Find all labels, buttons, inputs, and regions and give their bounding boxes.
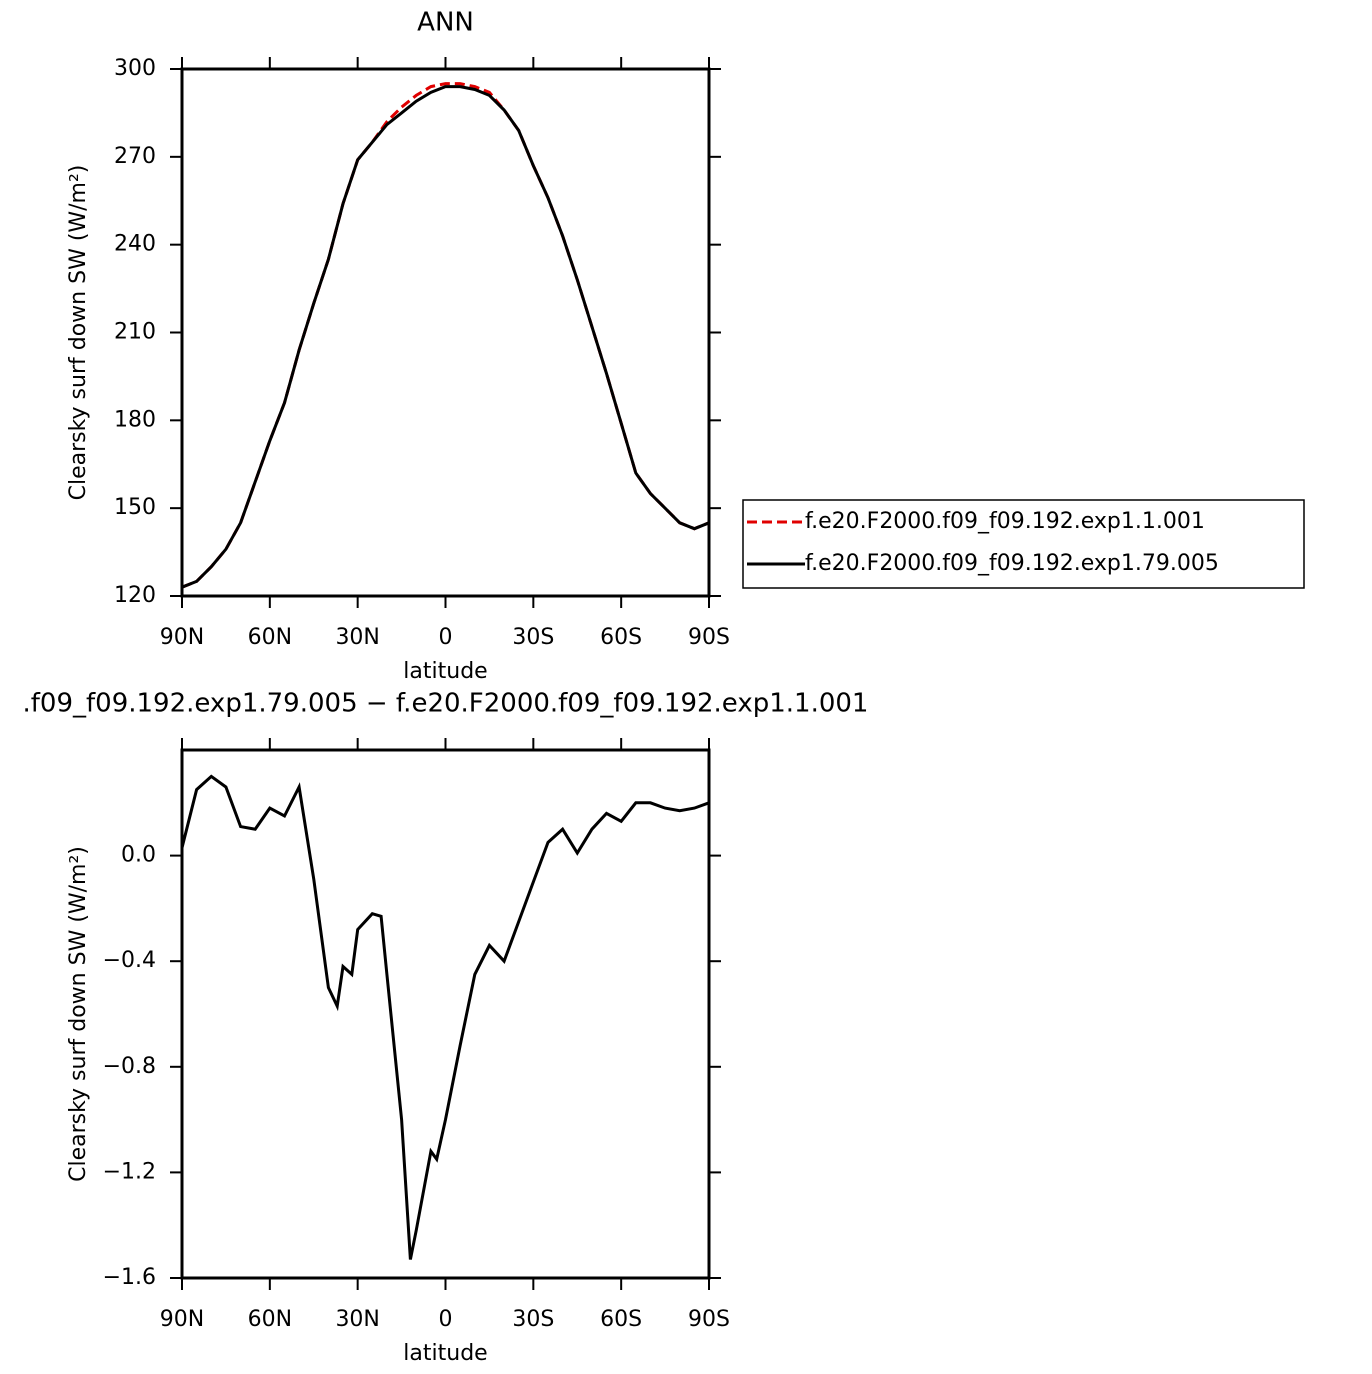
y-tick-label: −0.4 [103, 948, 156, 973]
y-tick-label: 0.0 [121, 843, 156, 868]
legend-label: f.e20.F2000.f09_f09.192.exp1.1.001 [805, 509, 1205, 534]
x-tick-label: 60N [248, 1307, 292, 1332]
legend-label: f.e20.F2000.f09_f09.192.exp1.79.005 [805, 551, 1219, 576]
y-axis-label: Clearsky surf down SW (W/m²) [66, 846, 91, 1182]
x-tick-label: 30S [512, 1307, 554, 1332]
x-tick-label: 60S [600, 625, 642, 650]
x-tick-label: 0 [439, 1307, 453, 1332]
y-tick-label: 210 [114, 320, 156, 345]
y-tick-label: 300 [114, 56, 156, 81]
legend-box [742, 499, 1305, 589]
data-line [181, 85, 710, 589]
x-tick-label: 30N [335, 1307, 379, 1332]
y-tick-label: −0.8 [103, 1054, 156, 1079]
x-axis-label: latitude [403, 1341, 487, 1366]
plot-frame [180, 748, 711, 1280]
chart-title: .f09_f09.192.exp1.79.005 − f.e20.F2000.f… [23, 689, 869, 719]
chart-title: ANN [417, 8, 474, 38]
x-tick-label: 60S [600, 1307, 642, 1332]
y-tick-label: −1.6 [103, 1265, 156, 1290]
data-line [181, 82, 710, 589]
x-tick-label: 30S [512, 625, 554, 650]
x-tick-label: 30N [335, 625, 379, 650]
plot-frame [180, 67, 711, 598]
y-axis-label: Clearsky surf down SW (W/m²) [66, 165, 91, 501]
x-tick-label: 90N [160, 1307, 204, 1332]
y-tick-label: 150 [114, 495, 156, 520]
y-tick-label: 240 [114, 232, 156, 257]
y-tick-label: 120 [114, 583, 156, 608]
y-tick-label: −1.2 [103, 1159, 156, 1184]
x-tick-label: 90S [688, 625, 730, 650]
x-axis-label: latitude [403, 659, 487, 684]
x-tick-label: 90N [160, 625, 204, 650]
y-tick-label: 270 [114, 144, 156, 169]
y-tick-label: 180 [114, 407, 156, 432]
data-line [180, 774, 710, 1260]
x-tick-label: 90S [688, 1307, 730, 1332]
x-tick-label: 60N [248, 625, 292, 650]
x-tick-label: 0 [439, 625, 453, 650]
